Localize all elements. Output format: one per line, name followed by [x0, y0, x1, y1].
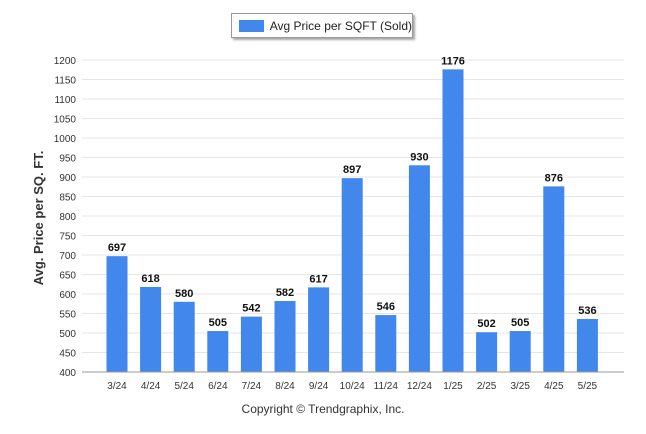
data-label: 697 [108, 242, 126, 254]
y-tick-label: 950 [59, 154, 76, 165]
x-tick-label: 4/24 [141, 381, 161, 392]
x-tick-label: 9/24 [309, 381, 329, 392]
data-label: 502 [477, 318, 495, 330]
x-tick-label: 4/25 [544, 381, 564, 392]
x-tick-label: 8/24 [275, 381, 295, 392]
y-tick-label: 650 [59, 271, 76, 282]
x-axis-ticks: 3/24 4/24 5/24 6/24 7/24 8/24 9/24 10/24 11/24 12… [107, 381, 597, 392]
legend-swatch [239, 19, 264, 32]
x-tick-label: 11/24 [374, 381, 399, 392]
data-label: 546 [377, 301, 395, 313]
bar[interactable] [375, 315, 397, 372]
x-tick-label: 5/24 [174, 381, 194, 392]
y-tick-label: 850 [59, 193, 76, 204]
bar[interactable] [207, 331, 229, 372]
data-label: 505 [511, 317, 529, 329]
data-label: 1176 [441, 55, 465, 67]
y-tick-label: 700 [59, 251, 76, 262]
x-tick-label: 5/25 [578, 381, 598, 392]
data-label: 618 [141, 273, 159, 285]
y-tick-label: 900 [59, 173, 76, 184]
x-tick-label: 7/24 [242, 381, 262, 392]
y-tick-label: 750 [59, 232, 76, 243]
copyright-text: Copyright © Trendgraphix, Inc. [241, 402, 405, 416]
x-tick-label: 2/25 [477, 381, 497, 392]
x-tick-label: 3/24 [107, 381, 127, 392]
y-tick-label: 550 [59, 310, 76, 321]
y-tick-label: 1050 [54, 115, 77, 126]
data-label: 542 [242, 303, 260, 315]
y-tick-label: 1100 [54, 95, 76, 106]
bars [106, 69, 598, 373]
x-tick-label: 1/25 [443, 381, 463, 392]
bar[interactable] [543, 186, 565, 372]
legend-label: Avg Price per SQFT (Sold) [269, 18, 412, 33]
x-tick-label: 3/25 [510, 381, 530, 392]
y-tick-label: 1200 [54, 56, 77, 67]
y-axis-ticks: 400 450 500 550 600 650 700 750 800 850 900 950 1000… [54, 56, 77, 379]
bar[interactable] [341, 178, 363, 372]
bar[interactable] [274, 301, 296, 372]
bar[interactable] [576, 318, 598, 372]
y-axis-title: Avg. Price per SQ. FT. [31, 151, 46, 286]
data-label: 930 [410, 151, 428, 163]
bar[interactable] [140, 286, 162, 372]
y-tick-label: 1000 [54, 134, 77, 145]
bar[interactable] [173, 301, 195, 372]
y-tick-label: 1150 [54, 76, 76, 87]
data-label: 505 [209, 317, 227, 329]
bar[interactable] [308, 287, 330, 372]
bar[interactable] [240, 316, 262, 372]
x-tick-label: 10/24 [340, 381, 365, 392]
x-tick-label: 6/24 [208, 381, 228, 392]
bar[interactable] [408, 165, 430, 372]
data-labels: 697 618 580 505 542 582 617 897 546 930 1176 502 505… [108, 55, 597, 330]
y-tick-label: 800 [59, 212, 76, 223]
bar[interactable] [476, 332, 498, 372]
x-tick-label: 12/24 [407, 381, 432, 392]
y-tick-label: 400 [59, 368, 76, 379]
legend[interactable]: Avg Price per SQFT (Sold) [231, 13, 413, 38]
data-label: 536 [578, 305, 596, 317]
data-label: 580 [175, 288, 193, 300]
bar[interactable] [509, 331, 531, 372]
data-label: 897 [343, 164, 361, 176]
y-tick-label: 600 [59, 290, 76, 301]
y-tick-label: 500 [59, 329, 76, 340]
bar[interactable] [442, 69, 464, 373]
y-tick-label: 450 [59, 349, 76, 360]
data-label: 617 [309, 273, 327, 285]
data-label: 876 [545, 172, 563, 184]
data-label: 582 [276, 287, 294, 299]
bar[interactable] [106, 256, 128, 372]
